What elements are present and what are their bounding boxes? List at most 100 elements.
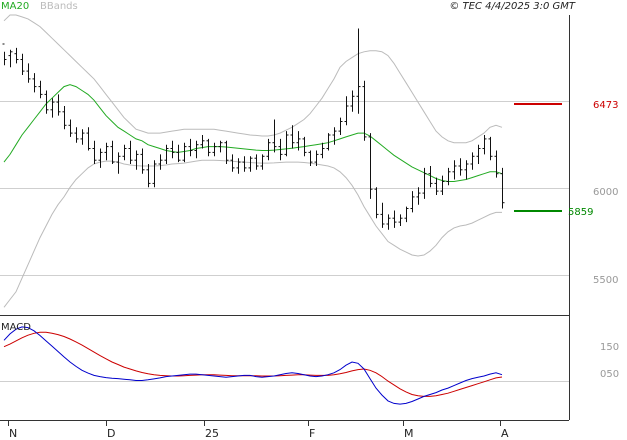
ohlc-bar xyxy=(98,148,103,168)
ohlc-bar xyxy=(470,152,475,170)
ohlc-bar xyxy=(284,131,289,157)
price-panel-bg xyxy=(0,15,569,315)
ohlc-bar xyxy=(146,164,151,188)
ohlc-bar xyxy=(392,210,397,228)
ma20-series xyxy=(3,84,503,182)
ohlc-bar xyxy=(482,135,487,155)
ohlc-bar xyxy=(50,98,55,118)
macd-lines xyxy=(3,326,503,405)
ohlc-bar xyxy=(374,187,379,219)
ohlc-bar xyxy=(356,28,361,114)
ohlc-bar xyxy=(446,167,451,186)
ohlc-bar xyxy=(254,154,259,170)
ohlc-bar xyxy=(452,160,457,180)
price-axis-label-6000: 6000 xyxy=(593,187,618,198)
ohlc-bar xyxy=(128,140,133,164)
macd-panel-bg xyxy=(0,318,569,420)
ohlc-bar xyxy=(344,96,349,126)
ohlc-bar xyxy=(260,154,265,170)
ohlc-bar xyxy=(32,73,37,93)
macd-axis-label-050: 050 xyxy=(600,369,619,380)
ohlc-bar xyxy=(476,144,481,164)
ohlc-bar xyxy=(290,125,295,149)
ohlc-bar xyxy=(182,142,187,163)
month-ticks xyxy=(8,420,501,426)
ohlc-bar xyxy=(248,156,253,172)
ohlc-bar xyxy=(74,127,79,143)
resistance-level-label: 6473 xyxy=(593,100,618,111)
ohlc-bar xyxy=(404,206,409,223)
ohlc-bar xyxy=(158,154,163,170)
ohlc-bar xyxy=(104,142,109,161)
ohlc-bar xyxy=(92,140,97,164)
ohlc-bar xyxy=(380,202,385,228)
ohlc-bar xyxy=(152,160,157,188)
ohlc-bar xyxy=(332,127,337,145)
ohlc-bar xyxy=(350,90,355,112)
ohlc-bar xyxy=(410,191,415,213)
ohlc-bar xyxy=(110,140,115,164)
ohlc-bar xyxy=(338,117,343,135)
ohlc-bar xyxy=(386,214,391,230)
ohlc-bar xyxy=(320,142,325,159)
ohlc-bar xyxy=(188,138,193,157)
ohlc-bar xyxy=(164,144,169,164)
ohlc-bar xyxy=(302,136,307,157)
ohlc-bar xyxy=(206,138,211,157)
macd-line xyxy=(3,326,503,405)
ma20-legend: MA20 xyxy=(1,1,29,12)
ohlc-bar xyxy=(68,119,73,137)
ohlc-bar xyxy=(242,156,247,172)
bollinger-upper-band xyxy=(3,14,503,144)
ohlc-bar xyxy=(122,144,127,161)
ohlc-bar xyxy=(368,133,373,199)
price-axis-label-5500: 5500 xyxy=(593,275,618,286)
macd-axis-label-150: 150 xyxy=(600,342,619,353)
ohlc-bar xyxy=(26,63,31,83)
ohlc-bar xyxy=(140,148,145,174)
ohlc-bar xyxy=(440,175,445,195)
month-label-25: 25 xyxy=(205,427,219,440)
ohlc-bar xyxy=(428,166,433,188)
ohlc-bar xyxy=(44,90,49,114)
ohlc-bar xyxy=(488,136,493,161)
ohlc-bar xyxy=(326,133,331,151)
ohlc-bar xyxy=(176,144,181,163)
ohlc-bar xyxy=(14,47,19,64)
ohlc-bar xyxy=(494,150,499,178)
ohlc-bar xyxy=(278,138,283,161)
month-label-n: N xyxy=(9,427,17,440)
ohlc-bar xyxy=(266,138,271,161)
ohlc-bar xyxy=(80,129,85,145)
macd-title: MACD xyxy=(1,322,31,333)
ohlc-bar xyxy=(422,167,427,199)
ohlc-bar xyxy=(194,140,199,159)
price-bars xyxy=(2,28,505,230)
ohlc-bar xyxy=(296,131,301,151)
ohlc-bar xyxy=(62,106,67,130)
bollinger-bands xyxy=(3,14,503,308)
ohlc-bar xyxy=(20,53,25,75)
ohlc-bar xyxy=(434,177,439,195)
ohlc-bar xyxy=(86,127,91,151)
ohlc-bar xyxy=(134,150,139,170)
ma20-line xyxy=(3,84,503,182)
ohlc-bar xyxy=(56,94,61,116)
ohlc-bar xyxy=(500,167,505,209)
bbands-legend: BBands xyxy=(40,1,78,12)
month-label-d: D xyxy=(107,427,115,440)
bollinger-lower-band xyxy=(3,159,502,308)
month-label-m: M xyxy=(404,427,414,440)
ohlc-bar xyxy=(38,80,43,99)
ohlc-bar xyxy=(212,142,217,157)
ohlc-bar xyxy=(308,150,313,166)
ohlc-bar xyxy=(464,160,469,180)
ohlc-bar xyxy=(200,135,205,149)
ohlc-bar xyxy=(362,80,367,141)
ohlc-bar xyxy=(170,140,175,159)
ohlc-bar xyxy=(272,119,277,153)
ohlc-bar xyxy=(398,214,403,226)
ohlc-bar xyxy=(416,187,421,205)
ohlc-bar xyxy=(224,140,229,164)
month-label-f: F xyxy=(309,427,315,440)
